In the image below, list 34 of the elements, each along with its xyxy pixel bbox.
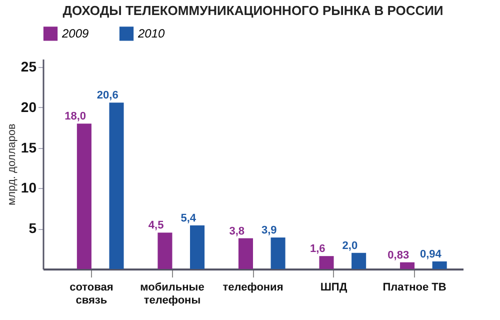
y-axis-title: млрд. долларов bbox=[6, 124, 18, 206]
bar bbox=[432, 261, 447, 269]
data-label: 2,0 bbox=[342, 240, 358, 252]
bar bbox=[352, 252, 366, 269]
data-label: 4,5 bbox=[148, 220, 164, 232]
bar bbox=[238, 238, 253, 269]
x-tick-label: мобильные телефоны bbox=[140, 282, 204, 306]
data-label: 18,0 bbox=[64, 110, 86, 123]
bar bbox=[190, 225, 205, 269]
data-label: 1,6 bbox=[310, 243, 326, 256]
y-tick-label: 5 bbox=[28, 220, 37, 236]
y-tick-label: 15 bbox=[20, 139, 37, 156]
data-label: 3,9 bbox=[262, 224, 277, 236]
x-tick-label: Платное ТВ bbox=[382, 282, 446, 294]
x-tick-label: сотовая связь bbox=[70, 282, 114, 306]
bar bbox=[109, 102, 124, 269]
bar bbox=[76, 124, 92, 269]
y-tick-label: 20 bbox=[20, 98, 37, 115]
data-label: 5,4 bbox=[180, 212, 197, 224]
bar bbox=[400, 262, 415, 269]
x-tick-label: телефония bbox=[222, 282, 284, 294]
y-tick-label: 10 bbox=[20, 180, 37, 196]
legend-label: 2010 bbox=[137, 26, 166, 41]
data-label: 20,6 bbox=[96, 90, 118, 102]
data-label: 0,94 bbox=[420, 248, 442, 260]
chart-title: ДОХОДЫ ТЕЛЕКОММУНИКАЦИОННОГО РЫНКА В РОССИИ bbox=[62, 3, 444, 18]
bar bbox=[158, 232, 172, 269]
data-label: 0,83 bbox=[388, 249, 410, 262]
bar bbox=[270, 238, 286, 269]
bar bbox=[319, 256, 334, 269]
y-tick-label: 25 bbox=[20, 58, 37, 75]
legend-label: 2009 bbox=[61, 26, 90, 41]
data-label: 3,8 bbox=[229, 225, 244, 238]
x-tick-label: ШПД bbox=[320, 282, 348, 294]
